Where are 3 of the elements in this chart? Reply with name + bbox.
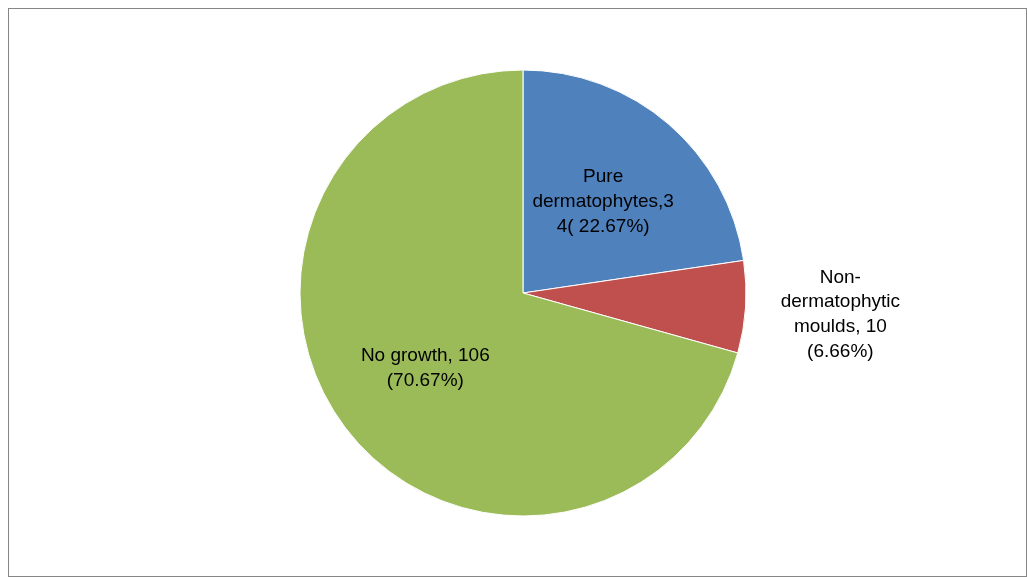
slice-label: Non-dermatophytic moulds, 10 (6.66%) [780,265,901,361]
slice-label: No growth, 106 (70.67%) [360,344,490,391]
slice-label: Pure dermatophytes,34( 22.67%) [532,165,674,236]
